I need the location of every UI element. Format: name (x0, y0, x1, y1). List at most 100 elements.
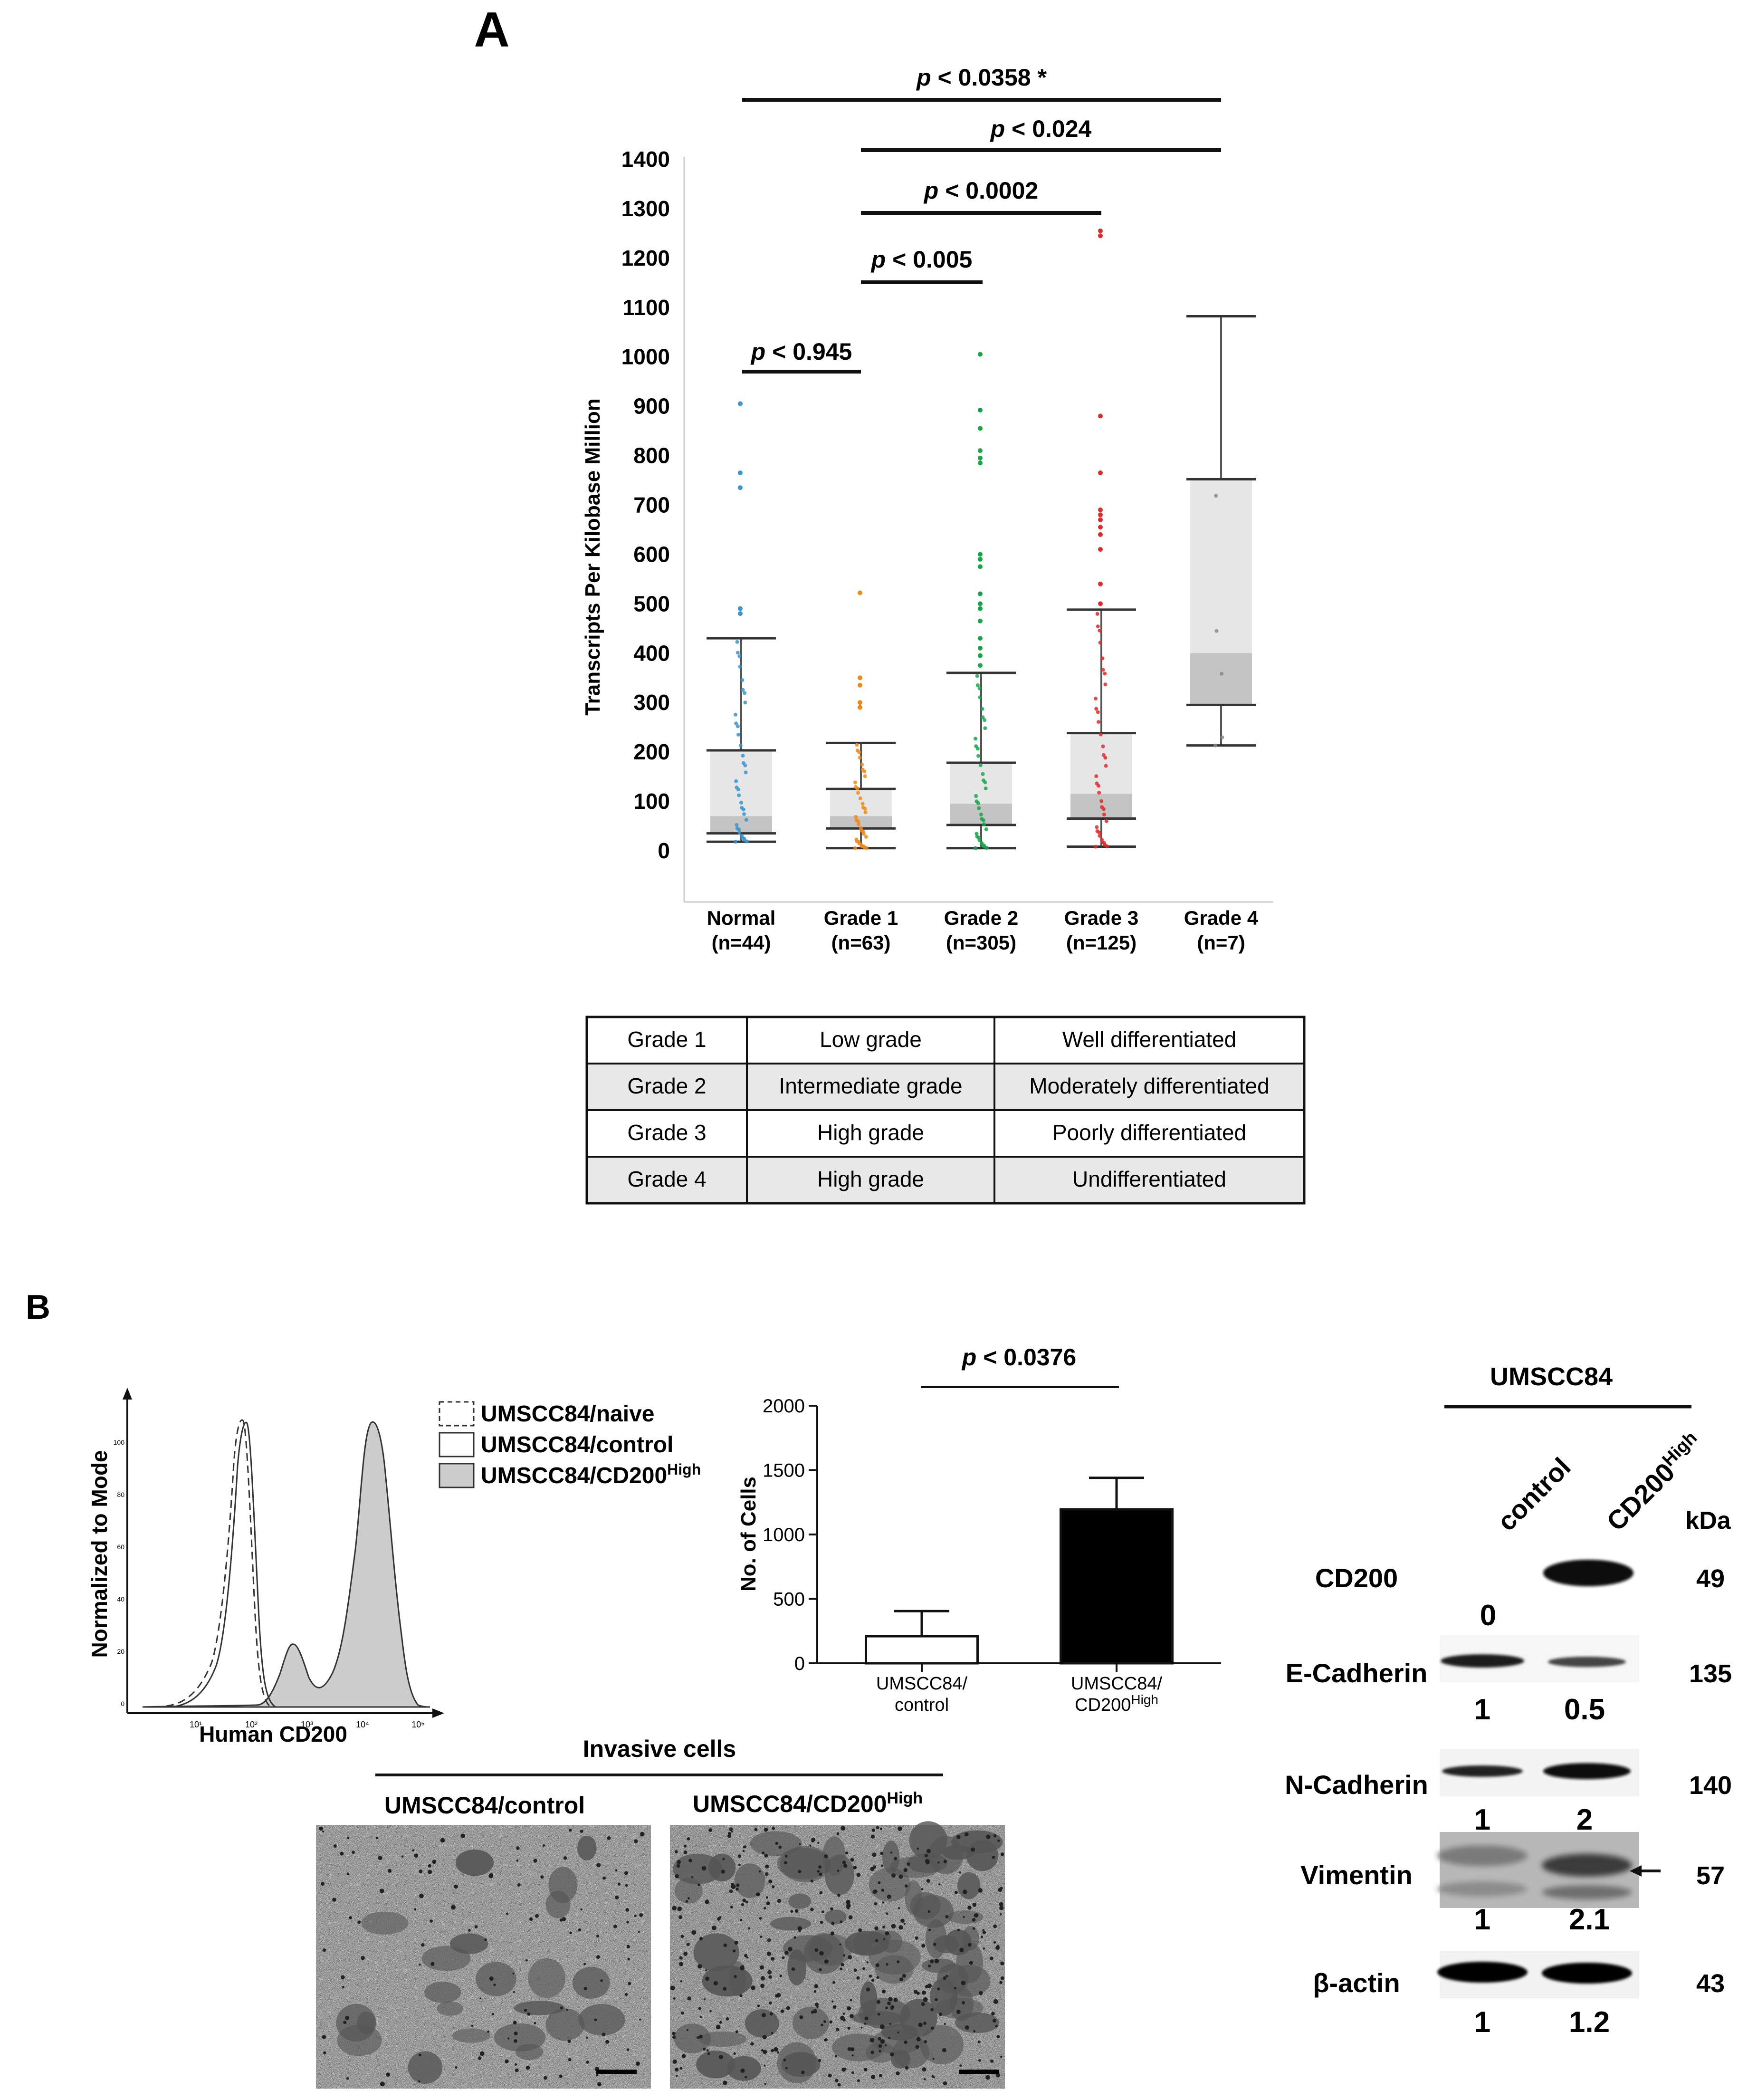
boxplot-point (741, 754, 745, 758)
micrograph-cell-dot (898, 1925, 903, 1930)
micrograph-cell-dot (757, 2004, 760, 2007)
significance-p: p (916, 64, 931, 91)
boxplot-outlier (978, 448, 983, 453)
boxplot-y-tick-label: 1200 (621, 246, 670, 270)
micrograph-cell-dot (995, 2073, 1000, 2078)
micrograph-cell-dot (927, 1983, 932, 1988)
micrograph-cell-dot (817, 1841, 820, 1844)
micrograph-cell-dot (699, 2015, 702, 2018)
boxplot-outlier (1098, 470, 1103, 475)
boxplot-point (857, 840, 861, 844)
flow-legend-swatch (439, 1432, 475, 1458)
micrograph-cell-dot (513, 2021, 517, 2025)
micrograph-cell-cluster (947, 1965, 991, 1997)
micrograph-cell-cluster (572, 1966, 610, 1999)
wb-band-ncadherin-high (1543, 1763, 1631, 1779)
micrograph-cell-dot (685, 1900, 688, 1903)
micrograph-cell-dot (580, 1830, 583, 1833)
micrograph-cell-dot (618, 1882, 621, 1886)
micrograph-cell-dot (705, 1976, 709, 1981)
micrograph-cell-dot (701, 1866, 707, 1871)
boxplot-point (1098, 628, 1102, 633)
micrograph-cell-cluster (545, 2008, 585, 2041)
boxplot-point (985, 846, 989, 850)
micrograph-cell-dot (836, 1832, 840, 1835)
micrograph-cell-dot (878, 1881, 881, 1884)
micrograph-cell-dot (856, 1976, 860, 1980)
micrograph-cell-dot (978, 2059, 981, 2062)
invasive-label-cd200high-main: UMSCC84/CD200 (693, 1791, 887, 1817)
micrograph-cell-dot (766, 1901, 770, 1906)
micrograph-cell-dot (322, 2035, 326, 2039)
micrograph-cell-dot (851, 2054, 854, 2057)
micrograph-cell-dot (876, 1826, 879, 1829)
micrograph-cell-dot (866, 1987, 870, 1992)
boxplot-outlier (1098, 601, 1103, 606)
micrograph-cell-dot (930, 1959, 934, 1964)
micrograph-cell-dot (730, 1830, 733, 1833)
wb-band-ncadherin-control (1442, 1765, 1523, 1777)
micrograph-cell-dot (527, 2012, 531, 2016)
micrograph-cell-dot (569, 1931, 572, 1935)
boxplot-point (974, 846, 977, 850)
micrograph-cell-dot (843, 1863, 848, 1868)
micrograph-cell-dot (888, 1997, 893, 2002)
micrograph-cell-dot (897, 2031, 899, 2033)
micrograph-cell-cluster (578, 2004, 625, 2036)
boxplot-box-upper (830, 789, 892, 816)
micrograph-cell-dot (972, 1918, 976, 1922)
micrograph-cell-dot (986, 1834, 991, 1839)
micrograph-cell-dot (505, 2059, 509, 2063)
micrograph-cell-dot (524, 2009, 527, 2012)
boxplot-outlier (858, 705, 862, 710)
micrograph-cell-cluster (824, 1909, 847, 1925)
boxplot-y-tick-label: 1000 (621, 345, 670, 369)
micrograph-cell-dot (921, 2002, 925, 2006)
boxplot-y-tick-label: 1400 (621, 147, 670, 172)
boxplot-point (1101, 744, 1105, 748)
significance-p: p (990, 115, 1005, 142)
micrograph-cell-cluster (693, 1933, 739, 1972)
boxplot-point (734, 721, 738, 726)
boxplot-point (1103, 671, 1107, 676)
micrograph-cell-dot (954, 1890, 958, 1894)
boxplot-point (745, 839, 749, 844)
micrograph-cell-dot (679, 2067, 683, 2070)
micrograph-cell-dot (479, 1997, 482, 2000)
cell-count-bar-chart: 0 500 1000 1500 2000 No. of Cells UMSCC84/cont… (737, 1344, 1221, 1715)
micrograph-cell-dot (907, 1862, 910, 1866)
micrograph-cd200high-clusters (670, 1821, 1004, 2087)
boxplot-category-label: Grade 4 (1184, 907, 1259, 929)
micrograph-cell-dot (772, 1827, 775, 1830)
micrograph-cell-dot (816, 2005, 819, 2008)
wb-lane-control: control (1491, 1452, 1576, 1537)
micrograph-cell-dot (898, 1907, 900, 1909)
micrograph-cell-dot (765, 1864, 769, 1869)
micrograph-cell-dot (995, 2024, 998, 2028)
micrograph-cell-dot (419, 1893, 424, 1899)
micrograph-cell-dot (965, 2025, 969, 2030)
boxplot-point (855, 786, 860, 791)
micrograph-cell-dot (943, 1976, 946, 1980)
micrograph-cell-dot (674, 2067, 679, 2072)
boxplot-point (1096, 624, 1100, 629)
micrograph-cell-dot (879, 2024, 885, 2029)
micrograph-cell-dot (346, 2077, 349, 2080)
micrograph-cell-dot (712, 1926, 716, 1930)
micrograph-cell-dot (847, 2047, 851, 2051)
flow-x-tick-label: 10¹ (190, 1720, 202, 1729)
boxplot-point (976, 754, 980, 758)
micrograph-cell-dot (847, 1955, 852, 1960)
boxplot-point (735, 724, 740, 729)
micrograph-cell-dot (722, 1858, 725, 1860)
boxplot-point (735, 640, 739, 644)
micrograph-cell-dot (959, 2064, 962, 2067)
micrograph-cell-dot (596, 2073, 599, 2077)
micrograph-cell-dot (1000, 1852, 1004, 1856)
invasive-label-control: UMSCC84/control (384, 1792, 585, 1819)
bar (1060, 1508, 1174, 1665)
boxplot-y-tick-label: 600 (633, 542, 670, 566)
flow-control-histogram (171, 1421, 276, 1708)
boxplot-point (735, 823, 739, 827)
micrograph-cell-dot (451, 1905, 456, 1910)
